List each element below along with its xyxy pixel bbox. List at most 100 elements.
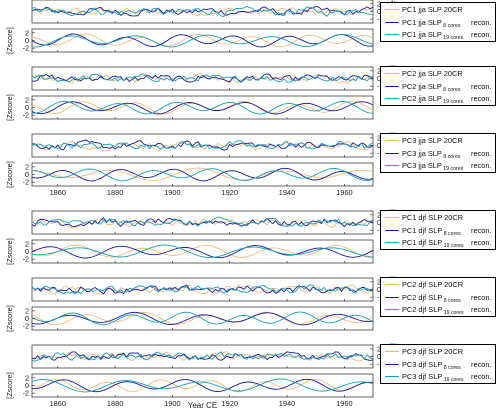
legend-label-text: PC2 jja SLP	[402, 94, 442, 103]
legend-label-text: PC2 djf SLP	[402, 292, 443, 302]
x-tick-label: 1920	[221, 188, 237, 197]
legend-label: PC1 djf SLP 20CR	[402, 212, 463, 223]
y-tick-label: 0	[25, 103, 29, 112]
series-line-slp_20cr	[31, 284, 374, 296]
panel-frame	[31, 239, 374, 264]
legend-entry: PC2 djf SLP 20CR	[381, 279, 497, 291]
legend-swatch	[385, 165, 399, 166]
y-axis-label: [Zscore]	[5, 27, 14, 54]
legend-box: PC3 djf SLP 20CR PC3 djf SLP 8 cores recon…	[380, 344, 496, 384]
x-tick-label: 1920	[221, 399, 237, 408]
series-line-slp_20cr	[31, 33, 374, 48]
legend-swatch	[385, 296, 399, 298]
panel-12: 20-2 [Zscore]	[5, 372, 374, 399]
legend-label-recon: recon.	[471, 292, 492, 302]
legend-swatch	[385, 217, 399, 218]
legend-swatch	[385, 309, 399, 310]
y-tick-label: -2	[23, 178, 29, 187]
panel-2: 20-2 [Zscore]	[5, 27, 374, 54]
series-line-slp_20cr	[31, 73, 374, 84]
legend-label-text: PC3 djf SLP	[402, 372, 443, 381]
panel-6: 20-2 [Zscore]	[5, 161, 374, 188]
legend-label-text: PC3 jja SLP	[402, 148, 442, 158]
y-tick-label: 0	[377, 74, 381, 83]
series-line-recon_19	[31, 5, 374, 17]
panel-3: 20-2[Zscore]	[31, 65, 397, 92]
legend-entry: PC1 jja SLP 19 cores recon.	[381, 29, 497, 41]
legend-label-text: PC1 jja SLP	[402, 17, 442, 27]
legend-label-recon: recon.	[471, 161, 492, 170]
y-tick-label: 0	[377, 218, 381, 227]
series-line-recon_19	[31, 73, 374, 83]
legend-swatch	[385, 242, 399, 243]
x-tick-label: 1960	[336, 399, 352, 408]
x-axis-label: Year CE	[188, 401, 218, 410]
legend-label-subscript: 8 cores	[442, 230, 461, 237]
legend-label-text: PC2 djf SLP	[402, 305, 443, 314]
y-tick-label: 2	[25, 373, 29, 382]
legend-label-recon: recon.	[471, 359, 492, 369]
y-tick-label: -2	[23, 389, 29, 398]
legend-label-recon: recon.	[471, 148, 492, 158]
legend-label: PC2 jja SLP 19 cores	[402, 93, 463, 106]
legend-box: PC1 jja SLP 20CR PC1 jja SLP 8 cores recon…	[380, 2, 496, 42]
legend-box: PC3 jja SLP 20CR PC3 jja SLP 8 cores recon…	[380, 133, 496, 173]
legend-label: PC3 jja SLP 19 cores	[402, 160, 463, 173]
y-tick-label: -2	[23, 322, 29, 331]
legend-entry: PC3 djf SLP 19 cores recon.	[381, 371, 497, 383]
legend-entry: PC1 djf SLP 19 cores recon.	[381, 237, 497, 249]
legend-label-text: PC1 jja SLP	[402, 30, 442, 39]
series-line-recon_8	[31, 245, 374, 259]
legend-swatch	[385, 34, 399, 35]
y-tick-label: 0	[25, 314, 29, 323]
legend-label: PC1 djf SLP 19 cores	[402, 237, 464, 250]
panel-1: 20-2[Zscore]	[31, 0, 397, 25]
x-tick-label: 1860	[50, 399, 66, 408]
panel-4: 20-2 [Zscore]	[5, 94, 374, 121]
legend-label-subscript: 8 cores	[441, 153, 461, 160]
legend-label-text: PC2 djf SLP 20CR	[402, 280, 464, 289]
legend-label-text: PC3 jja SLP	[402, 161, 442, 170]
x-tick-label: 1940	[279, 399, 295, 408]
legend-label-subscript: 8 cores	[442, 297, 461, 304]
legend-label-subscript: 8 cores	[441, 86, 461, 93]
series-line-recon_19	[31, 216, 374, 227]
legend-label-text: PC3 jja SLP 20CR	[402, 136, 463, 145]
legend-label: PC2 jja SLP 20CR	[402, 68, 463, 79]
series-line-recon_19	[31, 311, 374, 326]
y-tick-label: 2	[377, 0, 381, 8]
legend-label: PC2 djf SLP 8 cores	[402, 292, 461, 305]
legend-swatch	[385, 85, 399, 87]
legend-label-subscript: 8 cores	[441, 22, 461, 29]
legend-label-recon: recon.	[471, 94, 492, 103]
legend-swatch	[385, 229, 399, 231]
y-tick-label: 2	[25, 306, 29, 315]
legend-entry: PC3 jja SLP 20CR	[381, 135, 497, 147]
legend-label: PC2 jja SLP 8 cores	[402, 81, 460, 94]
legend-label-subscript: 8 cores	[442, 364, 461, 371]
series-line-recon_19	[31, 167, 374, 182]
x-tick-label: 1940	[279, 188, 295, 197]
legend-swatch	[385, 73, 399, 74]
legend-label-recon: recon.	[471, 17, 492, 27]
series-line-slp_20cr	[31, 244, 373, 259]
panel-7: 20-2[Zscore]	[31, 209, 397, 236]
legend-entry: PC2 djf SLP 8 cores recon.	[381, 292, 497, 304]
series-line-recon_19	[31, 33, 374, 48]
panel-frame	[31, 28, 374, 53]
legend-label-recon: recon.	[471, 238, 492, 247]
legend-label-recon: recon.	[471, 225, 492, 235]
legend-entry: PC3 djf SLP 8 cores recon.	[381, 359, 497, 371]
legend-label: PC3 jja SLP 20CR	[402, 135, 463, 146]
x-tick-label: 1880	[107, 399, 123, 408]
legend-label-recon: recon.	[471, 372, 492, 381]
legend-swatch	[385, 363, 399, 365]
legend-box: PC2 jja SLP 20CR PC2 jja SLP 8 cores recon…	[380, 66, 496, 106]
y-axis-label: [Zscore]	[5, 305, 14, 332]
legend-label: PC1 jja SLP 8 cores	[402, 17, 460, 30]
legend-label-text: PC2 jja SLP	[402, 81, 442, 91]
series-line-slp_20cr	[31, 140, 374, 152]
legend-label-text: PC1 djf SLP 20CR	[402, 213, 464, 222]
legend-box: PC2 djf SLP 20CR PC2 djf SLP 8 cores recon…	[380, 277, 496, 317]
legend-label-subscript: 19 cores	[441, 35, 464, 41]
